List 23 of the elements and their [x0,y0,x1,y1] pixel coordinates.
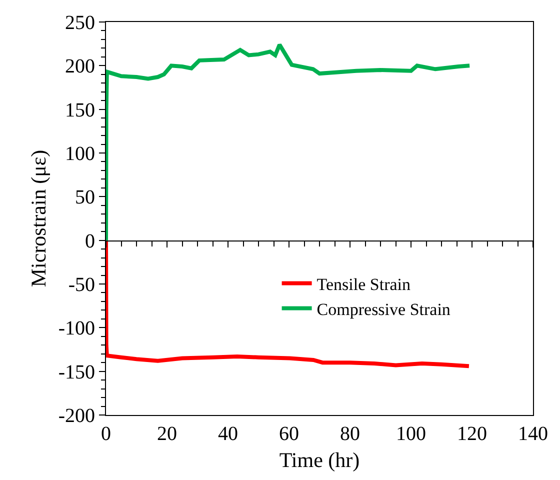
y-tick-label: -200 [58,405,95,427]
y-axis-title: Microstrain (με) [26,150,50,288]
line-series [106,42,472,242]
x-tick-label: 0 [101,423,111,445]
x-tick-label: 120 [457,423,487,445]
y-tick-label: 250 [65,12,95,34]
y-tick-label: 50 [75,186,95,209]
legend-label: Tensile Strain [316,274,412,294]
x-tick-label: 20 [157,423,177,445]
y-tick-label: 0 [85,230,95,252]
x-tick-label: 40 [218,423,238,445]
y-tick-label: -50 [68,274,95,296]
y-tick-label: -100 [58,318,95,340]
x-tick-label: 60 [279,423,299,445]
y-tick-label: 150 [65,99,95,122]
x-axis-title: Time (hr) [279,448,360,472]
legend-label: Compressive Strain [316,300,451,319]
x-tick-label: 100 [396,423,426,445]
x-tick-label: 80 [340,423,360,445]
y-tick-label: 200 [65,56,95,78]
y-tick-label: -150 [58,361,95,384]
x-tick-label: 140 [518,423,548,445]
y-tick-label: 100 [65,143,95,165]
